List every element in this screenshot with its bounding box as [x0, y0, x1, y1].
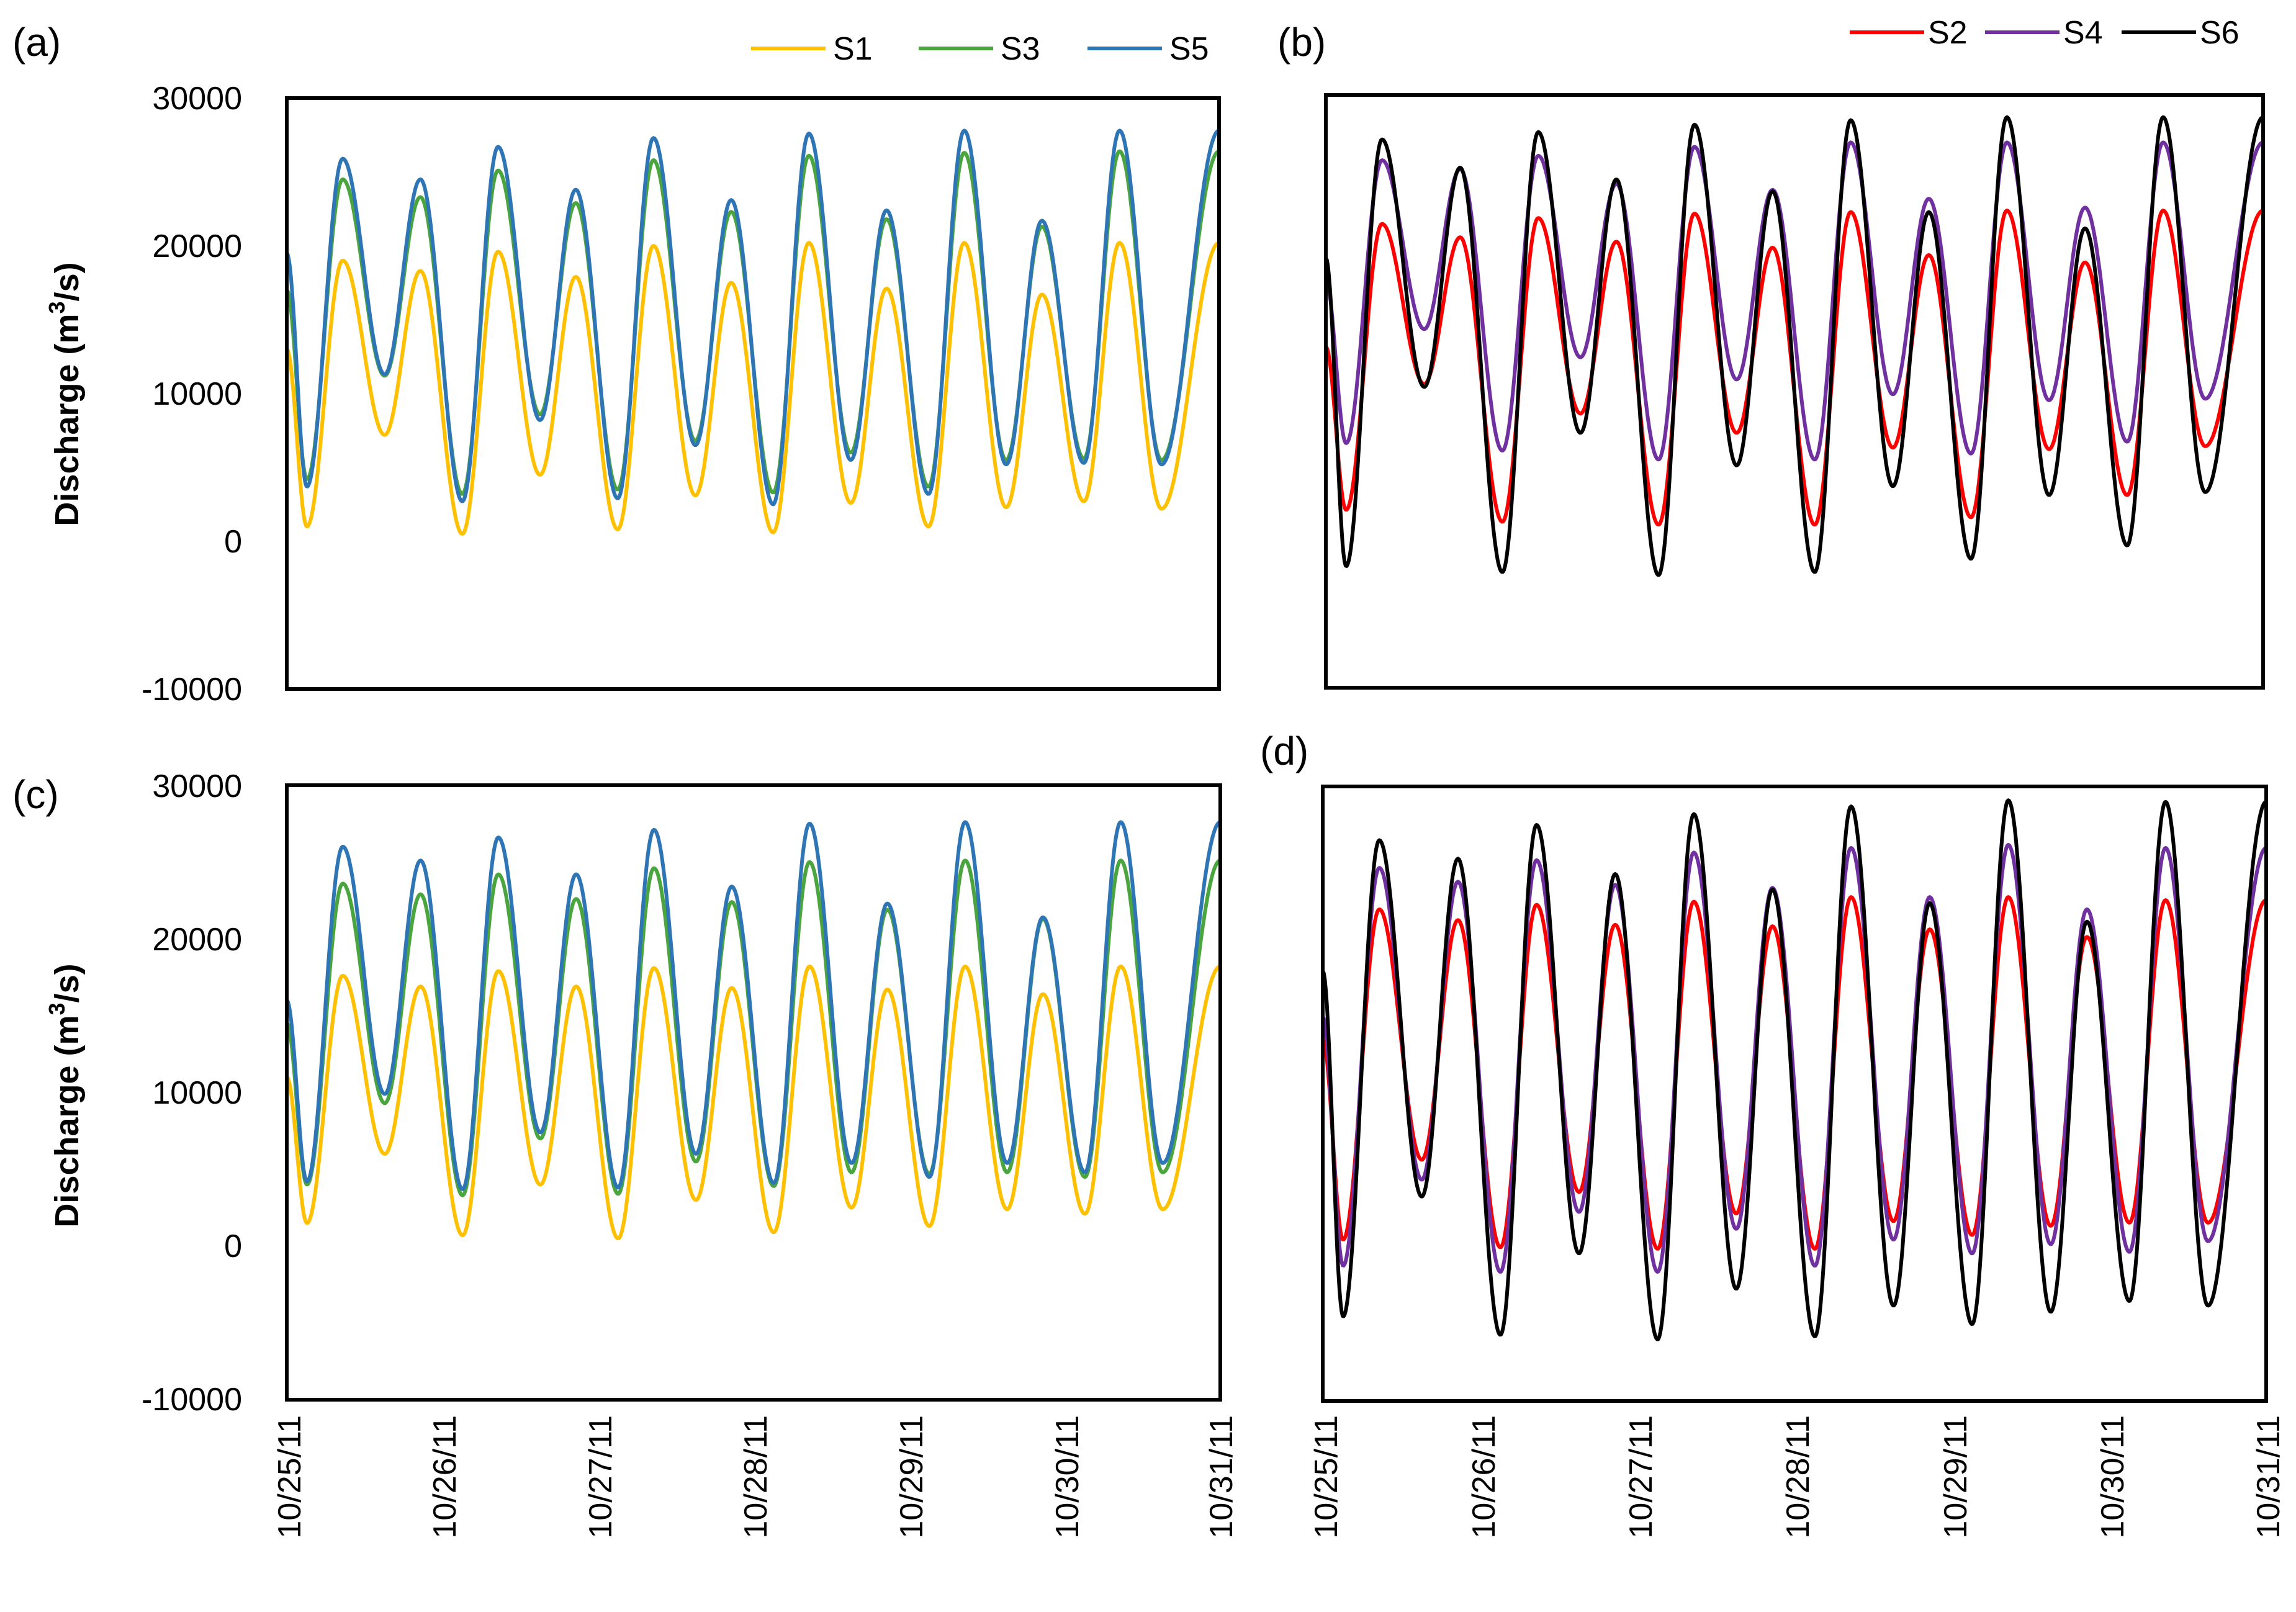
legend-b: S2 S4 S6	[1850, 15, 2240, 51]
plot-area-d	[1321, 798, 2268, 1341]
legend-label-s2: S2	[1928, 15, 1968, 51]
y-tick-label: -10000	[142, 672, 242, 708]
y-tick-label: 30000	[152, 768, 242, 804]
x-tick-label: 10/25/11	[1308, 1415, 1344, 1539]
series-line-s1	[285, 241, 1221, 536]
y-tick-labels-a: 30000 20000 10000 0 -10000	[142, 81, 242, 708]
plot-area-b	[1324, 115, 2265, 577]
x-tick-label: 10/26/11	[427, 1415, 463, 1539]
y-tick-label: 20000	[152, 228, 242, 264]
panel-d: (d) 10/25/11 10/26/11 10/27/11 10/28/11 …	[1260, 729, 2287, 1539]
panel-label-d: (d)	[1260, 729, 1308, 773]
x-tick-label: 10/31/11	[2251, 1415, 2287, 1539]
panel-label-c: (c)	[12, 772, 59, 817]
legend-label-s6: S6	[2200, 15, 2240, 51]
y-axis-title-sup: 3	[44, 301, 70, 313]
x-tick-label: 10/27/11	[583, 1415, 619, 1539]
y-tick-label: 30000	[152, 81, 242, 117]
plot-frame-c	[285, 783, 1222, 1402]
x-tick-label: 10/25/11	[272, 1415, 308, 1539]
y-axis-title-a: Discharge (m3/s)	[44, 262, 86, 526]
legend-a: S1 S3 S5	[751, 31, 1209, 67]
x-tick-labels-d: 10/25/11 10/26/11 10/27/11 10/28/11 10/2…	[1308, 1415, 2287, 1539]
y-axis-title-main: Discharge (m	[48, 1015, 86, 1227]
y-axis-title-tail: /s)	[48, 963, 86, 1002]
y-tick-label: 10000	[152, 376, 242, 412]
legend-label-s4: S4	[2063, 15, 2103, 51]
x-tick-labels-c: 10/25/11 10/26/11 10/27/11 10/28/11 10/2…	[272, 1415, 1240, 1539]
y-axis-title-main: Discharge (m	[48, 313, 86, 526]
plot-frame-d	[1321, 785, 2268, 1403]
panel-label-a: (a)	[12, 20, 61, 65]
panel-label-b: (b)	[1277, 20, 1326, 65]
legend-label-s3: S3	[1001, 31, 1040, 67]
panel-b: (b) S2 S4 S6	[1277, 15, 2265, 690]
series-line-s5	[285, 128, 1221, 507]
series-line-s6	[1324, 115, 2265, 577]
series-line-s6	[1321, 798, 2268, 1341]
x-tick-label: 10/28/11	[738, 1415, 774, 1539]
y-tick-label: 20000	[152, 922, 242, 958]
x-tick-label: 10/30/11	[1050, 1415, 1086, 1539]
y-tick-labels-c: 30000 20000 10000 0 -10000	[142, 768, 242, 1418]
x-tick-label: 10/31/11	[1204, 1415, 1240, 1539]
x-tick-label: 10/26/11	[1466, 1415, 1502, 1539]
legend-label-s1: S1	[833, 31, 873, 67]
series-line-s5	[285, 820, 1222, 1191]
plot-frame-b	[1324, 93, 2265, 690]
y-tick-label: 10000	[152, 1075, 242, 1111]
panel-a: (a) 30000 20000 10000 0 -10000 Discharge…	[12, 20, 1221, 708]
x-tick-label: 10/29/11	[1938, 1415, 1974, 1539]
y-axis-title-c: Discharge (m3/s)	[44, 963, 86, 1227]
y-tick-label: 0	[224, 524, 242, 560]
y-tick-label: 0	[224, 1228, 242, 1264]
x-tick-label: 10/27/11	[1623, 1415, 1659, 1539]
plot-area-a	[285, 128, 1221, 536]
y-axis-title-sup: 3	[44, 1002, 70, 1015]
plot-frame-a	[285, 96, 1221, 691]
series-line-s4	[1324, 140, 2265, 462]
y-tick-label: -10000	[142, 1382, 242, 1418]
x-tick-label: 10/29/11	[894, 1415, 930, 1539]
panel-c: (c) 30000 20000 10000 0 -10000 Discharge…	[12, 768, 1240, 1539]
x-tick-label: 10/28/11	[1780, 1415, 1816, 1539]
legend-label-s5: S5	[1169, 31, 1209, 67]
series-line-s1	[285, 965, 1222, 1240]
plot-area-c	[285, 820, 1222, 1240]
x-tick-label: 10/30/11	[2095, 1415, 2131, 1539]
y-axis-title-tail: /s)	[48, 262, 86, 301]
